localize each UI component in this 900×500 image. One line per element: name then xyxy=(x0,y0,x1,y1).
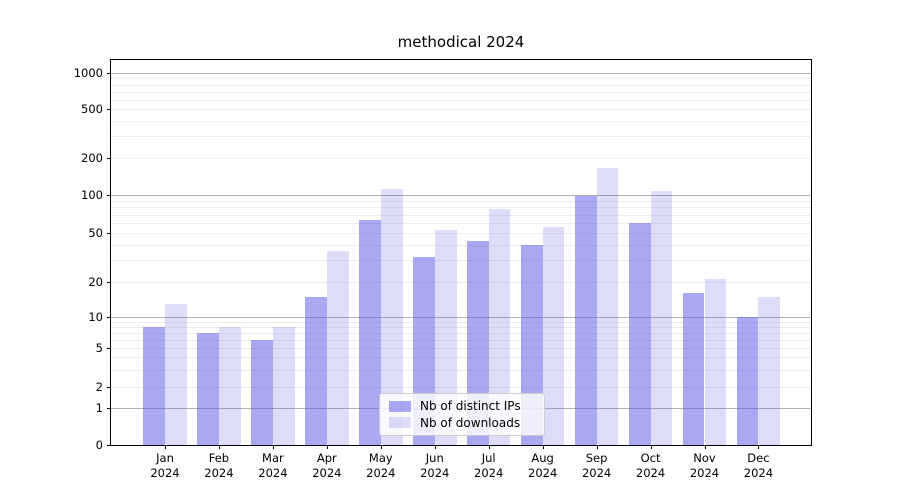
x-tick-label-jul: Jul 2024 xyxy=(474,451,504,480)
bar-downloads-mar-2024 xyxy=(272,326,295,445)
chart-title: methodical 2024 xyxy=(397,33,525,51)
x-tick-label-feb: Feb 2024 xyxy=(204,451,234,480)
minor-gridline-7 xyxy=(111,332,811,334)
bar-ips-dec-2024 xyxy=(736,317,759,445)
x-tick-label-jun: Jun 2024 xyxy=(420,451,450,480)
bar-ips-may-2024 xyxy=(359,220,381,445)
legend-swatch-downloads xyxy=(389,417,411,429)
y-tick-label-20: 20 xyxy=(88,275,103,289)
y-tick-label-100: 100 xyxy=(81,188,103,203)
minor-gridline-700 xyxy=(111,91,811,93)
minor-gridline-200 xyxy=(111,158,811,159)
minor-gridline-40 xyxy=(111,244,811,246)
minor-gridline-6 xyxy=(111,339,811,341)
minor-gridline-9 xyxy=(111,321,811,323)
y-tick-label-2: 2 xyxy=(95,380,103,394)
legend-label-ips: Nb of distinct IPs xyxy=(420,399,521,414)
minor-gridline-900 xyxy=(111,78,811,80)
bar-ips-apr-2024 xyxy=(305,296,327,445)
y-tick-label-500: 500 xyxy=(81,102,103,116)
x-tick-label-aug: Aug 2024 xyxy=(528,451,558,480)
bar-ips-feb-2024 xyxy=(197,332,219,445)
bar-ips-mar-2024 xyxy=(251,339,273,445)
x-tick-label-may: May 2024 xyxy=(366,451,396,480)
legend-item-distinct-ips: Nb of distinct IPs xyxy=(389,399,535,413)
minor-gridline-8 xyxy=(111,326,811,328)
bar-downloads-jun-2024 xyxy=(434,229,457,445)
minor-gridline-5 xyxy=(111,348,811,349)
bar-ips-jan-2024 xyxy=(143,326,165,445)
y-tick-label-10: 10 xyxy=(88,310,103,324)
y-tick-label-5: 5 xyxy=(95,341,103,355)
x-tick-label-oct: Oct 2024 xyxy=(635,451,666,480)
x-tick-label-jan: Jan 2024 xyxy=(150,451,180,480)
minor-gridline-2 xyxy=(111,387,811,388)
plot-area: Nb of distinct IPs Nb of downloads xyxy=(110,59,812,446)
bar-ips-nov-2024 xyxy=(682,293,705,445)
bar-ips-sep-2024 xyxy=(574,196,597,445)
x-tick-label-dec: Dec 2024 xyxy=(743,451,774,480)
minor-gridline-400 xyxy=(111,120,811,122)
major-gridline-10 xyxy=(111,317,811,318)
x-tick-label-mar: Mar 2024 xyxy=(258,451,288,480)
minor-gridline-30 xyxy=(111,260,811,262)
minor-gridline-70 xyxy=(111,214,811,216)
bar-ips-oct-2024 xyxy=(628,223,651,445)
bar-downloads-sep-2024 xyxy=(596,168,619,445)
bar-downloads-nov-2024 xyxy=(704,279,727,445)
minor-gridline-4 xyxy=(111,357,811,359)
minor-gridline-20 xyxy=(111,282,811,283)
legend-item-downloads: Nb of downloads xyxy=(389,416,535,430)
x-tick-label-apr: Apr 2024 xyxy=(312,451,342,480)
minor-gridline-80 xyxy=(111,207,811,209)
minor-gridline-300 xyxy=(111,136,811,138)
bar-downloads-dec-2024 xyxy=(758,296,781,445)
legend: Nb of distinct IPs Nb of downloads xyxy=(379,393,545,436)
bar-downloads-aug-2024 xyxy=(542,226,565,445)
x-tick-label-nov: Nov 2024 xyxy=(689,451,720,480)
legend-swatch-ips xyxy=(389,400,411,412)
major-gridline-100 xyxy=(111,195,811,197)
bar-downloads-apr-2024 xyxy=(326,250,349,445)
bar-downloads-feb-2024 xyxy=(218,326,241,445)
minor-gridline-600 xyxy=(111,99,811,101)
major-gridline-1000 xyxy=(111,73,811,74)
bar-downloads-may-2024 xyxy=(380,189,403,445)
y-tick-label-1000: 1000 xyxy=(73,66,103,80)
x-tick-label-sep: Sep 2024 xyxy=(581,451,612,480)
y-tick-label-200: 200 xyxy=(81,151,103,165)
bar-downloads-jul-2024 xyxy=(488,208,511,445)
minor-gridline-60 xyxy=(111,223,811,225)
minor-gridline-3 xyxy=(111,369,811,371)
minor-gridline-50 xyxy=(111,233,811,234)
bar-downloads-jan-2024 xyxy=(165,303,187,445)
minor-gridline-500 xyxy=(111,109,811,110)
y-tick-label-1: 1 xyxy=(95,401,103,415)
bar-downloads-oct-2024 xyxy=(650,191,673,445)
legend-label-downloads: Nb of downloads xyxy=(420,415,521,430)
y-tick-label-50: 50 xyxy=(88,226,103,240)
minor-gridline-90 xyxy=(111,201,811,203)
y-tick-label-0: 0 xyxy=(95,438,103,452)
minor-gridline-800 xyxy=(111,84,811,86)
